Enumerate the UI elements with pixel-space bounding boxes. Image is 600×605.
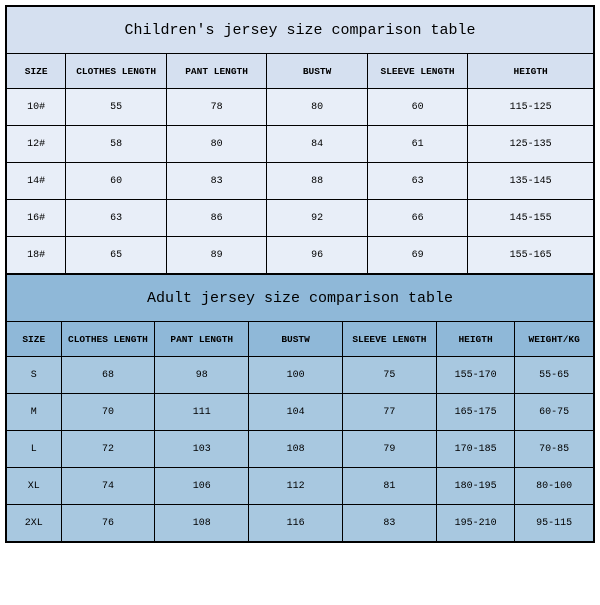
table-row: XL 74 106 112 81 180-195 80-100 — [7, 468, 594, 505]
cell: 92 — [267, 200, 367, 237]
cell: 125-135 — [468, 126, 594, 163]
adult-col-bustw: BUSTW — [249, 322, 343, 357]
cell: 70 — [61, 394, 155, 431]
cell: 103 — [155, 431, 249, 468]
table-row: S 68 98 100 75 155-170 55-65 — [7, 357, 594, 394]
cell: 155-170 — [436, 357, 515, 394]
cell: S — [7, 357, 62, 394]
cell: 95-115 — [515, 505, 594, 542]
cell: 68 — [61, 357, 155, 394]
cell: 80-100 — [515, 468, 594, 505]
cell: 81 — [342, 468, 436, 505]
adult-col-sleeve-length: SLEEVE LENGTH — [342, 322, 436, 357]
cell: 14# — [7, 163, 66, 200]
cell: 88 — [267, 163, 367, 200]
cell: 165-175 — [436, 394, 515, 431]
cell: 77 — [342, 394, 436, 431]
cell: 195-210 — [436, 505, 515, 542]
adult-col-pant-length: PANT LENGTH — [155, 322, 249, 357]
children-col-height: HEIGTH — [468, 54, 594, 89]
cell: 79 — [342, 431, 436, 468]
table-row: M 70 111 104 77 165-175 60-75 — [7, 394, 594, 431]
cell: 16# — [7, 200, 66, 237]
cell: 63 — [66, 200, 166, 237]
children-header-row: SIZE CLOTHES LENGTH PANT LENGTH BUSTW SL… — [7, 54, 594, 89]
cell: 78 — [166, 89, 266, 126]
children-col-bustw: BUSTW — [267, 54, 367, 89]
cell: 108 — [249, 431, 343, 468]
cell: 111 — [155, 394, 249, 431]
adult-col-weight: WEIGHT/KG — [515, 322, 594, 357]
table-row: 10# 55 78 80 60 115-125 — [7, 89, 594, 126]
adult-col-clothes-length: CLOTHES LENGTH — [61, 322, 155, 357]
cell: 69 — [367, 237, 467, 274]
cell: 63 — [367, 163, 467, 200]
cell: 65 — [66, 237, 166, 274]
cell: 55 — [66, 89, 166, 126]
table-row: 12# 58 80 84 61 125-135 — [7, 126, 594, 163]
adult-col-size: SIZE — [7, 322, 62, 357]
adult-title-row: Adult jersey size comparison table — [7, 275, 594, 322]
size-tables-container: Children's jersey size comparison table … — [5, 5, 595, 543]
cell: 108 — [155, 505, 249, 542]
cell: 135-145 — [468, 163, 594, 200]
cell: 106 — [155, 468, 249, 505]
cell: 100 — [249, 357, 343, 394]
cell: 60 — [66, 163, 166, 200]
cell: 83 — [342, 505, 436, 542]
cell: 74 — [61, 468, 155, 505]
cell: 76 — [61, 505, 155, 542]
cell: 112 — [249, 468, 343, 505]
cell: 80 — [267, 89, 367, 126]
cell: 145-155 — [468, 200, 594, 237]
table-row: 14# 60 83 88 63 135-145 — [7, 163, 594, 200]
children-size-table: Children's jersey size comparison table … — [6, 6, 594, 274]
adult-size-table: Adult jersey size comparison table SIZE … — [6, 274, 594, 542]
cell: XL — [7, 468, 62, 505]
adult-title: Adult jersey size comparison table — [7, 275, 594, 322]
adult-col-height: HEIGTH — [436, 322, 515, 357]
table-row: L 72 103 108 79 170-185 70-85 — [7, 431, 594, 468]
cell: 96 — [267, 237, 367, 274]
cell: 116 — [249, 505, 343, 542]
cell: 18# — [7, 237, 66, 274]
cell: 86 — [166, 200, 266, 237]
cell: 155-165 — [468, 237, 594, 274]
cell: 12# — [7, 126, 66, 163]
cell: 89 — [166, 237, 266, 274]
cell: 72 — [61, 431, 155, 468]
children-title-row: Children's jersey size comparison table — [7, 7, 594, 54]
cell: 104 — [249, 394, 343, 431]
cell: 180-195 — [436, 468, 515, 505]
table-row: 2XL 76 108 116 83 195-210 95-115 — [7, 505, 594, 542]
cell: 60 — [367, 89, 467, 126]
cell: L — [7, 431, 62, 468]
table-row: 18# 65 89 96 69 155-165 — [7, 237, 594, 274]
cell: 10# — [7, 89, 66, 126]
cell: 55-65 — [515, 357, 594, 394]
children-col-size: SIZE — [7, 54, 66, 89]
cell: M — [7, 394, 62, 431]
cell: 61 — [367, 126, 467, 163]
cell: 115-125 — [468, 89, 594, 126]
cell: 75 — [342, 357, 436, 394]
cell: 83 — [166, 163, 266, 200]
cell: 80 — [166, 126, 266, 163]
adult-header-row: SIZE CLOTHES LENGTH PANT LENGTH BUSTW SL… — [7, 322, 594, 357]
cell: 60-75 — [515, 394, 594, 431]
cell: 58 — [66, 126, 166, 163]
cell: 2XL — [7, 505, 62, 542]
children-col-clothes-length: CLOTHES LENGTH — [66, 54, 166, 89]
cell: 84 — [267, 126, 367, 163]
cell: 170-185 — [436, 431, 515, 468]
cell: 70-85 — [515, 431, 594, 468]
children-title: Children's jersey size comparison table — [7, 7, 594, 54]
cell: 66 — [367, 200, 467, 237]
cell: 98 — [155, 357, 249, 394]
table-row: 16# 63 86 92 66 145-155 — [7, 200, 594, 237]
children-col-sleeve-length: SLEEVE LENGTH — [367, 54, 467, 89]
children-col-pant-length: PANT LENGTH — [166, 54, 266, 89]
